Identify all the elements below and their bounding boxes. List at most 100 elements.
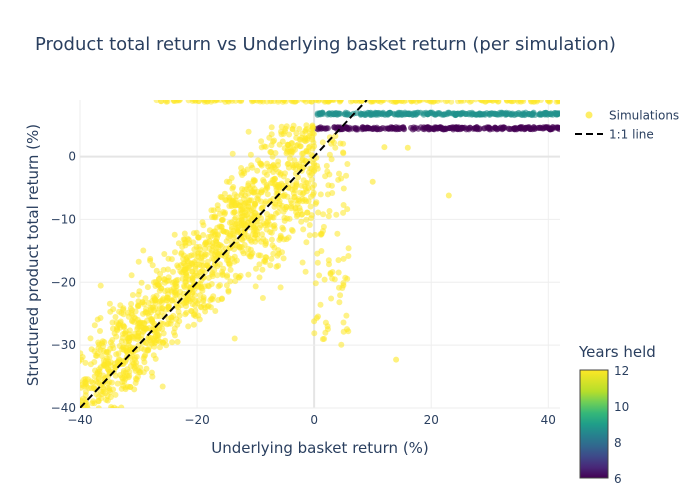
simulation-point — [247, 253, 254, 260]
simulation-point — [236, 274, 243, 281]
simulation-point — [332, 144, 339, 151]
simulation-point — [299, 150, 306, 157]
simulation-point — [145, 334, 152, 341]
simulation-point — [299, 155, 306, 162]
simulation-point — [302, 185, 309, 192]
simulation-point — [162, 288, 168, 294]
simulation-point — [239, 209, 245, 216]
simulation-point — [178, 302, 185, 309]
simulation-point — [231, 335, 238, 342]
simulation-point — [128, 300, 135, 307]
simulation-point — [303, 147, 310, 154]
simulation-point — [157, 344, 163, 351]
simulation-point — [222, 209, 228, 216]
simulation-point — [116, 343, 123, 349]
simulation-point — [91, 322, 98, 329]
simulation-point — [80, 379, 82, 385]
simulation-point — [300, 100, 307, 103]
simulation-point — [94, 316, 101, 323]
simulation-point — [267, 100, 274, 105]
simulation-point — [432, 100, 439, 104]
simulation-point — [158, 100, 164, 105]
simulation-point — [316, 272, 323, 279]
simulation-point — [328, 182, 335, 189]
simulation-point — [369, 100, 376, 104]
simulation-point — [267, 262, 274, 269]
simulation-point — [312, 280, 319, 287]
simulation-point — [338, 341, 345, 348]
simulation-point — [324, 168, 331, 175]
simulation-point — [153, 267, 160, 274]
simulation-point — [294, 200, 301, 207]
simulation-point — [258, 238, 265, 245]
simulation-point — [71, 381, 77, 387]
simulation-point — [340, 319, 347, 326]
simulation-point — [195, 100, 202, 105]
simulation-point — [344, 161, 351, 167]
simulation-point — [358, 100, 365, 104]
simulation-point — [340, 328, 347, 335]
simulation-point — [134, 324, 141, 331]
simulation-point — [135, 329, 142, 336]
simulation-point — [183, 297, 190, 303]
simulation-point — [249, 189, 256, 196]
simulation-point — [171, 231, 178, 238]
simulation-point — [239, 186, 245, 192]
simulation-point — [325, 213, 332, 220]
simulation-point — [417, 100, 423, 103]
simulation-point — [102, 390, 109, 397]
simulation-point — [192, 265, 199, 272]
simulation-point — [74, 388, 80, 394]
simulation-point — [187, 295, 194, 302]
simulation-point — [276, 204, 283, 211]
simulation-point — [89, 434, 95, 440]
simulation-point — [306, 143, 313, 150]
simulation-point — [295, 100, 301, 103]
legend-item-1-1-line[interactable]: 1:1 line — [575, 128, 654, 142]
simulation-point — [66, 386, 72, 392]
colorbar: Years held 6 8 10 12 — [578, 343, 656, 486]
simulation-point — [186, 240, 193, 247]
simulation-point — [223, 197, 230, 204]
y-tick-label: 0 — [68, 150, 76, 164]
simulation-point — [275, 100, 282, 105]
simulation-point — [131, 365, 138, 372]
legend-item-simulations[interactable]: Simulations — [585, 109, 680, 123]
simulation-point — [280, 255, 287, 262]
simulation-point — [228, 224, 235, 231]
simulation-point — [214, 206, 221, 213]
simulation-point — [67, 456, 73, 462]
simulation-point — [264, 221, 271, 228]
simulation-point — [110, 386, 117, 393]
simulation-point — [340, 209, 347, 216]
simulation-point — [271, 244, 278, 251]
simulation-point — [430, 125, 437, 132]
simulation-point — [240, 195, 247, 202]
simulation-point — [84, 440, 90, 446]
simulation-point — [327, 271, 334, 277]
simulation-point — [249, 231, 256, 238]
simulation-point — [396, 100, 403, 104]
simulation-point — [95, 379, 101, 386]
simulation-point — [91, 384, 97, 391]
simulation-point — [328, 156, 335, 163]
simulation-point — [289, 125, 296, 132]
simulation-point — [227, 100, 234, 103]
simulation-point — [218, 223, 225, 230]
simulation-point — [327, 100, 334, 103]
simulation-point — [284, 161, 291, 168]
simulation-point — [110, 345, 117, 352]
simulation-point — [257, 222, 264, 229]
simulation-point — [248, 162, 255, 169]
simulation-point — [213, 100, 220, 104]
simulation-point — [67, 386, 73, 392]
x-tick-label: 0 — [310, 413, 318, 427]
simulation-point — [450, 124, 456, 131]
colorbar-title: Years held — [578, 343, 656, 361]
chart-title: Product total return vs Underlying baske… — [35, 34, 616, 55]
simulation-point — [528, 111, 534, 118]
simulation-point — [336, 100, 343, 105]
simulation-point — [286, 131, 293, 138]
legend[interactable]: Simulations 1:1 line — [575, 109, 679, 142]
simulation-point — [438, 100, 444, 103]
